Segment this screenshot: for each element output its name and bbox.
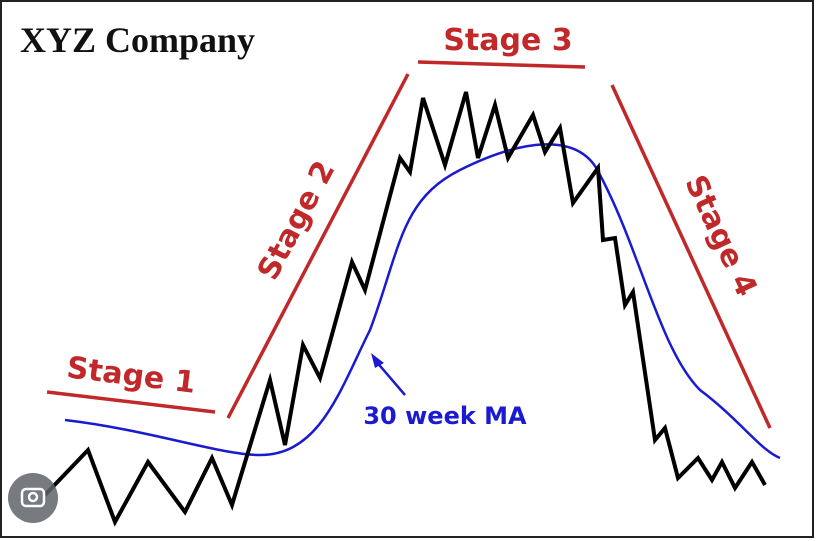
- stage-4-line: [610, 84, 772, 429]
- stage-1-line: [46, 390, 216, 414]
- price-line: [43, 91, 767, 527]
- stage-2-line: [226, 73, 410, 419]
- stage-label: Stage 3: [443, 23, 572, 58]
- stage-3-line: [417, 60, 586, 69]
- title: XYZ Company: [20, 20, 255, 60]
- ma-label: 30 week MA: [363, 402, 527, 430]
- lens-icon: [20, 487, 46, 508]
- stage-lines: [46, 60, 772, 429]
- lens-icon-dot: [27, 491, 39, 503]
- moving-average: [64, 143, 781, 460]
- ma-arrow: [374, 359, 406, 396]
- lens-button[interactable]: [8, 473, 58, 523]
- ma-arrowhead: [371, 353, 384, 368]
